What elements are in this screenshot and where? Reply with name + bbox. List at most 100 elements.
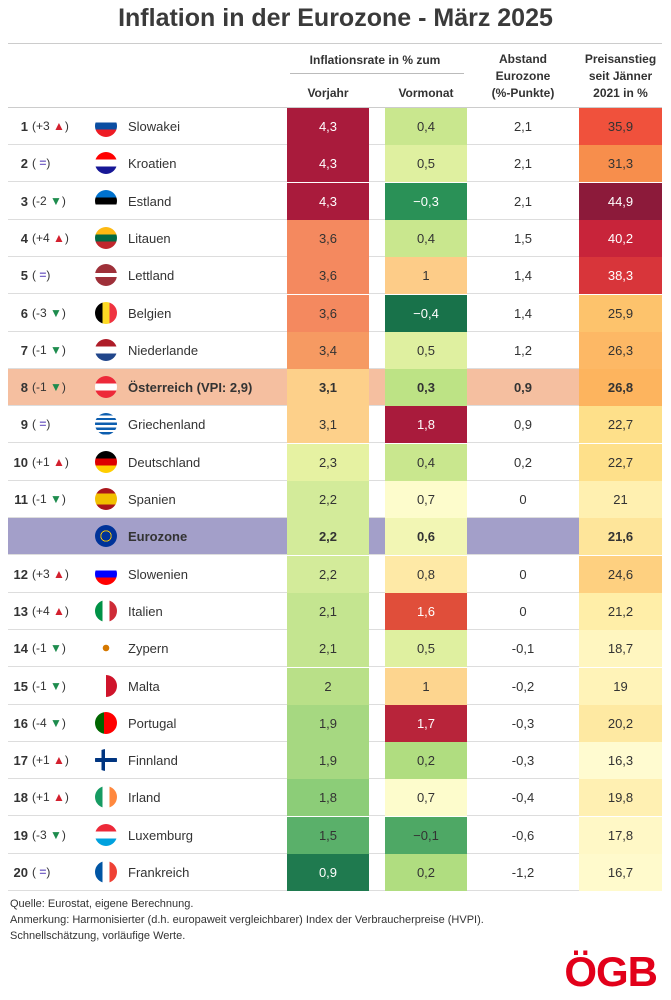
rank: 8 [20, 380, 28, 396]
col-header-abstand: Abstand Eurozone (%-Punkte) [472, 51, 574, 102]
cell-vormonat: 0,4 [385, 443, 467, 481]
rank-change-value: -2 [36, 193, 47, 208]
cell-preisanstieg: 21,6 [579, 518, 662, 556]
trend-down-icon: ▼ [50, 193, 62, 208]
cell-preisanstieg: 19,8 [579, 779, 662, 817]
table-row: 11 (-1 ▼) Spanien 2,2 0,7 0 21 [8, 481, 662, 518]
trend-same-icon: = [39, 865, 47, 879]
cell-abstand: 1,4 [513, 268, 533, 284]
cell-vormonat: 0,4 [385, 219, 467, 257]
trend-down-icon: ▼ [50, 492, 62, 506]
rank-change-value: -1 [36, 380, 47, 395]
country-name: Finnland [128, 753, 178, 769]
table-row: 16 (-4 ▼) Portugal 1,9 1,7 -0,3 20,2 [8, 704, 662, 742]
cell-abstand: 0 [519, 492, 527, 507]
cell-vorjahr: 3,4 [287, 331, 369, 369]
cell-abstand: 2,1 [513, 119, 533, 134]
group-header: Inflationsrate in % zum [309, 53, 441, 67]
trend-down-icon: ▼ [50, 827, 62, 842]
rank-change-value: -3 [36, 305, 47, 320]
cell-vormonat: 0,7 [385, 779, 467, 817]
country-name: Irland [128, 790, 161, 806]
rank-change: (-1 ▼) [32, 492, 66, 506]
rank-change: (-1 ▼) [32, 342, 66, 357]
cell-abstand: 1,5 [513, 230, 533, 246]
rank-change: ( =) [32, 865, 51, 879]
rank-change-value: +4 [36, 603, 50, 618]
cell-preisanstieg: 26,8 [579, 369, 662, 407]
flag-fi-icon [95, 749, 117, 772]
flag-it-icon [95, 599, 117, 622]
cell-abstand: -0,2 [511, 678, 535, 694]
flag-lt-icon [95, 226, 117, 249]
flag-nl-icon [95, 338, 117, 361]
source-note: Quelle: Eurostat, eigene Berechnung. [10, 898, 194, 910]
cell-vorjahr: 3,1 [287, 369, 369, 407]
trend-down-icon: ▼ [50, 678, 62, 693]
cell-vormonat: 1 [385, 667, 467, 705]
flag-pt-icon [95, 711, 117, 734]
table-row: 9 ( =) Griechenland 3,1 1,8 0,9 22,7 [8, 406, 662, 444]
rank-change-value: -1 [36, 641, 47, 656]
table-row: 15 (-1 ▼) Malta 2 1 -0,2 19 [8, 667, 662, 705]
cell-vorjahr: 2,3 [287, 443, 369, 481]
country-name: Frankreich [128, 865, 190, 880]
rank-change: (-1 ▼) [32, 380, 66, 395]
flag-mt-icon [95, 674, 117, 697]
cell-vormonat: 1,6 [385, 592, 467, 630]
flag-es-icon [95, 488, 117, 510]
cell-vormonat: 0,7 [385, 481, 467, 518]
cell-abstand: 0 [519, 603, 527, 619]
divider [8, 43, 662, 44]
flag-eu-icon [95, 525, 117, 548]
country-name: Eurozone [128, 529, 188, 545]
trend-down-icon: ▼ [50, 715, 62, 730]
cell-abstand: 2,1 [513, 156, 533, 172]
cell-vormonat: −0,3 [385, 182, 467, 220]
rank-change: (+3 ▲) [32, 566, 69, 581]
cell-vormonat: 0,4 [385, 108, 467, 145]
flag-gr-icon [95, 413, 117, 436]
rank-change-value: -3 [36, 827, 47, 842]
remark-note: Anmerkung: Harmonisierter (d.h. europawe… [10, 914, 484, 926]
cell-preisanstieg: 18,7 [579, 630, 662, 668]
country-name: Luxemburg [128, 827, 194, 843]
cell-abstand: -0,4 [511, 790, 535, 806]
country-name: Portugal [128, 715, 177, 731]
cell-abstand: 1,2 [513, 342, 533, 358]
country-name: Litauen [128, 230, 171, 246]
trend-up-icon: ▲ [53, 790, 65, 805]
table-row: 1 (+3 ▲) Slowakei 4,3 0,4 2,1 35,9 [8, 108, 662, 145]
cell-preisanstieg: 17,8 [579, 816, 662, 854]
col-header-vorjahr: Vorjahr [307, 86, 349, 100]
cell-abstand: -0,3 [511, 753, 535, 769]
rank-change: (-2 ▼) [32, 193, 66, 208]
cell-vorjahr: 1,9 [287, 704, 369, 742]
cell-abstand: 1,4 [513, 305, 533, 321]
cell-vorjahr: 2 [287, 667, 369, 705]
cell-vorjahr: 2,2 [287, 555, 369, 593]
rank: 2 [20, 156, 28, 172]
table-row: 3 (-2 ▼) Estland 4,3 −0,3 2,1 44,9 [8, 182, 662, 220]
cell-preisanstieg: 20,2 [579, 704, 662, 742]
country-name: Italien [128, 603, 163, 619]
rank-change-value: -4 [36, 715, 47, 730]
trend-up-icon: ▲ [53, 603, 65, 618]
cell-abstand: 0,9 [513, 417, 533, 433]
rank: 3 [20, 193, 28, 209]
rank-change: (-1 ▼) [32, 641, 66, 656]
trend-up-icon: ▲ [53, 454, 65, 469]
rank [8, 518, 28, 555]
rank: 10 [13, 454, 28, 470]
table-row: 14 (-1 ▼) Zypern 2,1 0,5 -0,1 18,7 [8, 630, 662, 668]
rank: 12 [13, 566, 28, 582]
cell-vormonat: 0,3 [385, 369, 467, 407]
rank-change-value: +1 [36, 753, 50, 768]
rank-change: (+1 ▲) [32, 454, 69, 469]
trend-down-icon: ▼ [50, 342, 62, 357]
rank: 6 [20, 305, 28, 321]
country-name: Estland [128, 193, 172, 209]
rank-change: (+1 ▲) [32, 790, 69, 805]
rank: 20 [13, 865, 28, 880]
